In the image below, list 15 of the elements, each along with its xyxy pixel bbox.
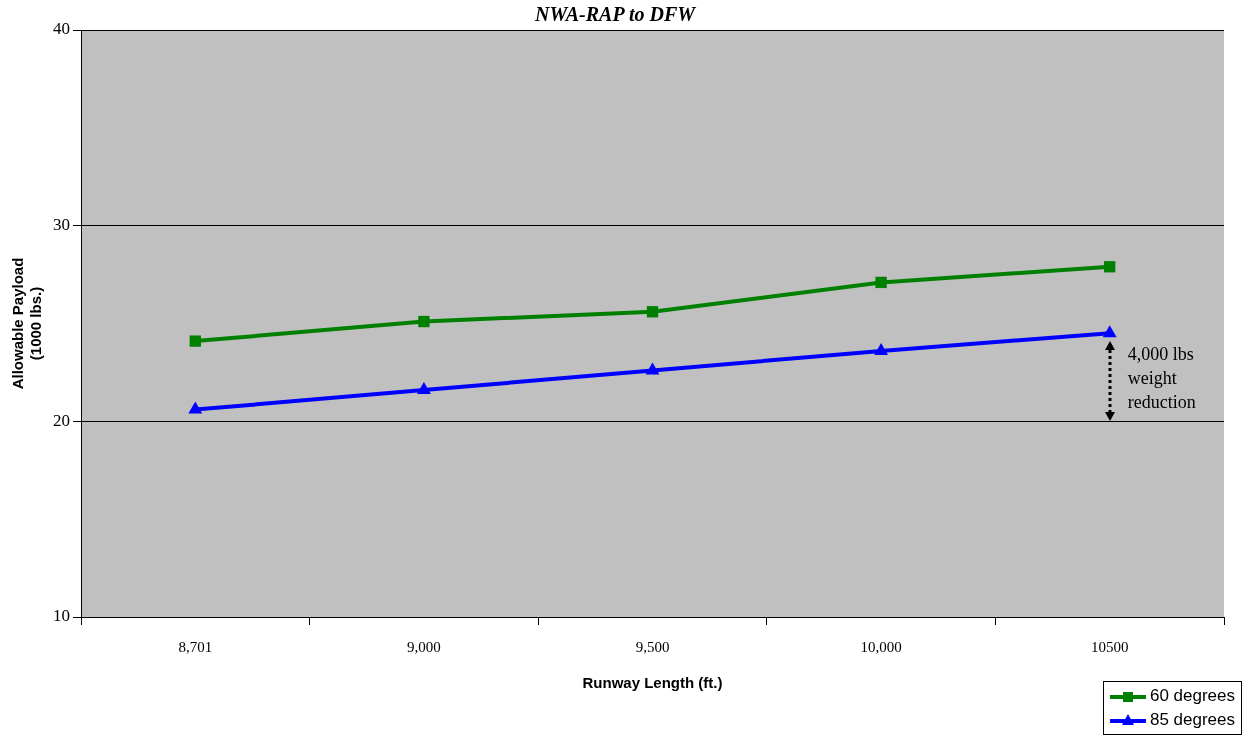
y-axis-title: Allowable Payload (1000 lbs.)	[9, 257, 45, 390]
x-tick-label: 10500	[1090, 638, 1129, 655]
x-tick-label: 8,701	[178, 638, 213, 655]
legend-label: 85 degrees	[1149, 709, 1235, 731]
x-tick-label: 9,000	[407, 638, 441, 655]
x-axis-title: Runway Length (ft.)	[582, 674, 723, 692]
x-tick-label: 9,500	[635, 638, 670, 655]
y-tick-label: 10	[53, 606, 70, 626]
y-tick-label: 20	[53, 410, 70, 430]
chart-title: NWA-RAP to DFW	[533, 3, 697, 26]
x-tick-label: 10,000	[860, 638, 902, 655]
y-tick-label: 40	[53, 19, 70, 39]
annotation: 4,000 lbs weight reduction	[1127, 344, 1196, 413]
y-tick-label: 30	[53, 215, 70, 235]
legend-label: 60 degrees	[1149, 685, 1235, 707]
